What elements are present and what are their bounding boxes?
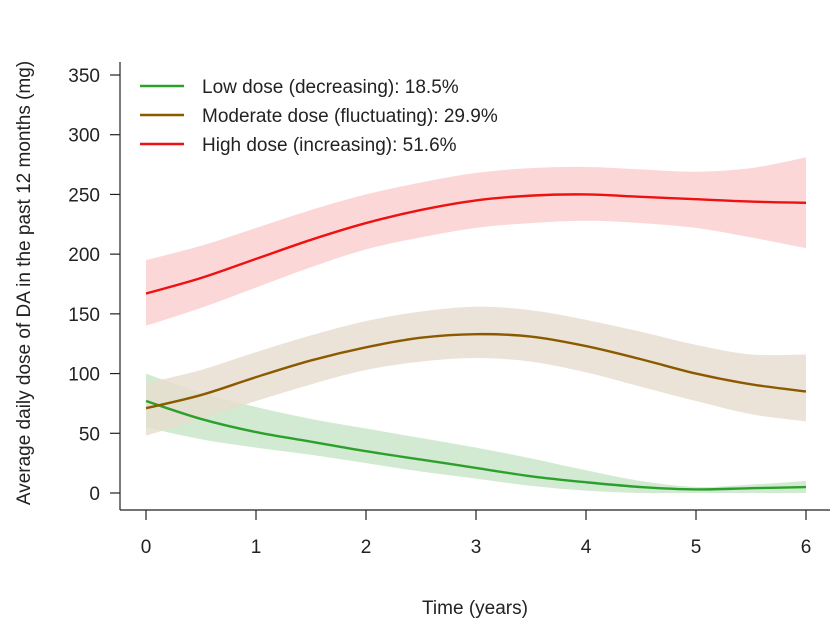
- series-lines: [145, 193, 807, 491]
- y-axis-title: Average daily dose of DA in the past 12 …: [14, 61, 35, 505]
- y-tick-label: 50: [79, 424, 100, 445]
- x-tick-label: 6: [801, 537, 812, 558]
- confidence-band-3: [146, 157, 806, 326]
- y-tick-label: 250: [68, 185, 100, 206]
- x-ticks: 0 1 2 3 4 5 6: [141, 510, 812, 558]
- confidence-band-1: [146, 373, 806, 494]
- x-tick-label: 2: [361, 537, 372, 558]
- confidence-band-2: [146, 306, 806, 436]
- y-ticks: 0 50 100 150 200 250 300 350: [68, 66, 120, 505]
- x-tick-label: 3: [471, 537, 482, 558]
- y-tick-label: 100: [68, 365, 100, 386]
- y-tick-label: 150: [68, 305, 100, 326]
- legend-label-3: High dose (increasing): 51.6%: [202, 135, 457, 156]
- y-tick-label: 200: [68, 245, 100, 266]
- y-tick-label: 300: [68, 126, 100, 147]
- legend-label-2: Moderate dose (fluctuating): 29.9%: [202, 106, 498, 127]
- x-axis-title: Time (years): [422, 598, 528, 619]
- series-line-2: [145, 332, 807, 410]
- y-tick-label: 350: [68, 66, 100, 87]
- x-tick-label: 5: [691, 537, 702, 558]
- x-tick-label: 4: [581, 537, 592, 558]
- series-line-1: [145, 399, 807, 491]
- axes: [119, 62, 830, 511]
- x-tick-label: 1: [251, 537, 262, 558]
- series-line-3: [145, 193, 807, 295]
- legend-label-1: Low dose (decreasing): 18.5%: [202, 77, 459, 98]
- x-tick-label: 0: [141, 537, 152, 558]
- y-tick-label: 0: [89, 484, 100, 505]
- legend: Low dose (decreasing): 18.5% Moderate dos…: [140, 77, 498, 156]
- confidence-bands: [146, 157, 806, 494]
